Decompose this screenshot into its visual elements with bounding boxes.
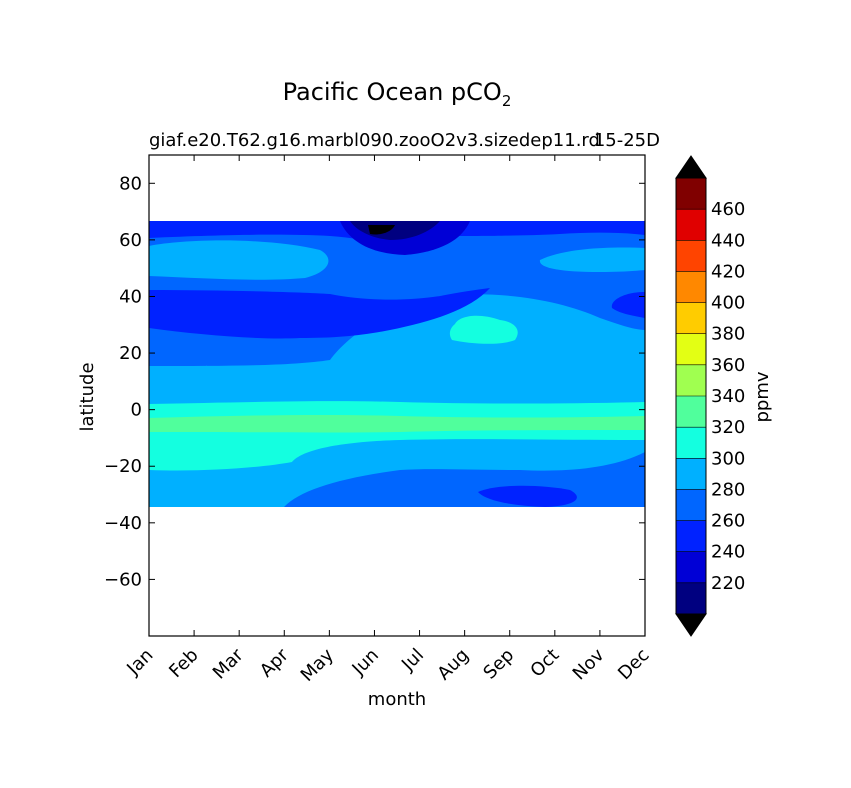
- y-axis-label: latitude: [77, 362, 98, 431]
- x-tick-label: Dec: [614, 645, 653, 684]
- x-tick-label: Oct: [526, 645, 563, 682]
- colorbar-segment: [676, 364, 706, 396]
- colorbar-segment: [676, 582, 706, 614]
- x-tick-label: Feb: [165, 645, 202, 682]
- colorbar-label: ppmv: [752, 371, 773, 422]
- x-tick-label: Jun: [348, 645, 383, 680]
- plot-frame: [148, 154, 646, 637]
- colorbar-tick-label: 380: [711, 324, 745, 345]
- x-tick-label: Apr: [256, 644, 293, 681]
- colorbar-segment: [676, 520, 706, 552]
- contour-240-260-north: [149, 288, 490, 339]
- contour-300-320-north: [149, 240, 329, 280]
- x-tick-label: Aug: [433, 645, 473, 685]
- colorbar-tick-label: 420: [711, 261, 745, 282]
- y-tick-label: 40: [119, 286, 142, 307]
- x-tick-label: May: [297, 644, 338, 685]
- colorbar-tick-label: 220: [711, 573, 745, 594]
- colorbar-tick-label: 300: [711, 448, 745, 469]
- colorbar-tick-label: 320: [711, 417, 745, 438]
- title-subscript: 2: [502, 92, 512, 110]
- colorbar-tick-label: 340: [711, 386, 745, 407]
- colorbar-segment: [676, 209, 706, 241]
- contour-under-core: [368, 225, 395, 235]
- y-tick-label: −60: [104, 569, 142, 590]
- y-tick-label: 20: [119, 343, 142, 364]
- colorbar-segment: [676, 396, 706, 428]
- colorbar-segment: [676, 427, 706, 459]
- colorbar-tick-label: 440: [711, 230, 745, 251]
- colorbar-tick-label: 460: [711, 199, 745, 220]
- colorbar-tick-label: 400: [711, 293, 745, 314]
- colorbar-tick-label: 280: [711, 479, 745, 500]
- colorbar-segment: [676, 458, 706, 490]
- colorbar-over-arrow: [675, 155, 707, 179]
- subtitle-left: giaf.e20.T62.g16.marbl090.zooO2v3.sizede…: [149, 130, 600, 151]
- y-axis: 80 60 40 20 0 −20 −40 −60: [104, 173, 645, 590]
- y-tick-label: 60: [119, 230, 142, 251]
- contour-field: [149, 221, 645, 507]
- x-tick-label: Mar: [209, 644, 248, 683]
- y-tick-label: 0: [131, 400, 142, 421]
- colorbar-segment: [676, 271, 706, 303]
- contour-240-260-right: [611, 292, 645, 318]
- x-tick-label: Sep: [479, 645, 518, 684]
- chart-title: Pacific Ocean pCO2: [283, 78, 512, 110]
- colorbar-segment: [676, 333, 706, 365]
- x-tick-label: Nov: [569, 644, 609, 684]
- colorbar: 220 240 260 280 300 320 340 360 380 400 420 440 460: [675, 155, 745, 637]
- colorbar-segment: [676, 489, 706, 521]
- subtitle-right: 15-25D: [594, 130, 660, 151]
- colorbar-segment: [676, 551, 706, 583]
- colorbar-segment: [676, 302, 706, 334]
- colorbar-tick-label: 240: [711, 542, 745, 563]
- contour-320-340-island: [449, 315, 518, 344]
- y-tick-label: −20: [104, 456, 142, 477]
- colorbar-segment: [676, 240, 706, 272]
- x-tick-label: Jan: [122, 645, 157, 680]
- colorbar-under-arrow: [675, 613, 707, 637]
- y-tick-label: −40: [104, 513, 142, 534]
- y-tick-label: 80: [119, 173, 142, 194]
- colorbar-segment: [676, 178, 706, 210]
- x-tick-label: Jul: [397, 645, 428, 676]
- contour-340-360-core: [149, 414, 645, 433]
- colorbar-tick-label: 360: [711, 355, 745, 376]
- contour-300-320-north-right: [539, 247, 645, 272]
- x-axis-label: month: [368, 689, 426, 710]
- contour-240-260-south: [478, 485, 577, 507]
- colorbar-tick-label: 260: [711, 511, 745, 532]
